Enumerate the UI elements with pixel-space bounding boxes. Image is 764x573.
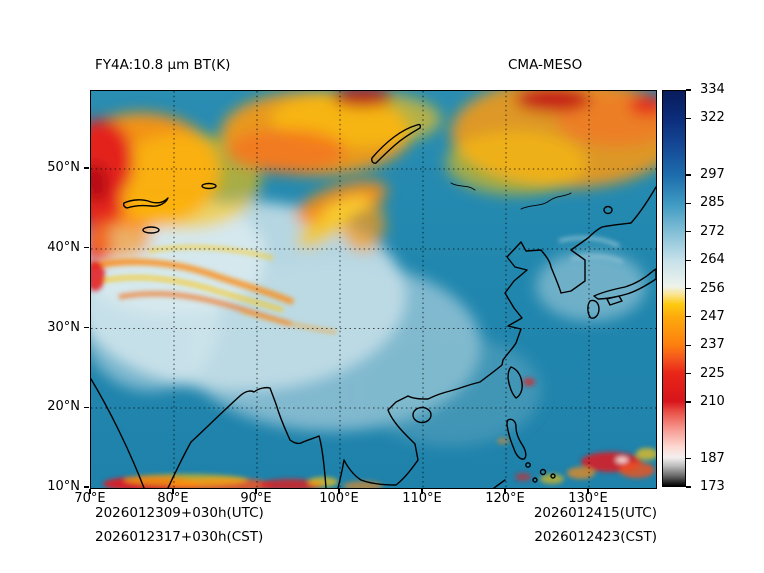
coastlines: [91, 123, 656, 488]
colorbar-tick-mark: [686, 117, 691, 119]
x-tick-mark: [587, 488, 589, 494]
x-tick-label: 80°E: [157, 491, 189, 506]
x-tick-mark: [89, 488, 91, 494]
colorbar-tick-mark: [686, 458, 691, 460]
colorbar-tick-label: 237: [700, 337, 725, 353]
x-tick-mark: [504, 488, 506, 494]
x-tick-label: 100°E: [319, 491, 359, 506]
colorbar-tick-label: 256: [700, 280, 725, 296]
colorbar-tick-mark: [686, 401, 691, 403]
x-tick-mark: [255, 488, 257, 494]
valid-time-utc: 2026012415(UTC): [533, 505, 657, 521]
coast-philippine-islet: [525, 462, 531, 468]
colorbar-tick-label: 285: [700, 195, 725, 211]
y-tick-mark: [84, 327, 89, 329]
colorbar-tick-mark: [686, 486, 691, 488]
y-tick-mark: [84, 247, 89, 249]
y-tick-label: 40°N: [47, 239, 80, 255]
x-axis-tick-labels: 70°E 80°E 90°E 100°E 110°E 120°E 130°E: [74, 491, 657, 507]
y-tick-mark: [84, 486, 89, 488]
x-tick-label: 70°E: [74, 491, 106, 506]
coast-mainland-asia: [91, 186, 656, 488]
model-name: CMA-MESO: [508, 57, 583, 73]
colorbar-tick-mark: [686, 287, 691, 290]
colorbar-tick-label: 225: [700, 365, 725, 381]
map-canvas: [91, 91, 656, 488]
graticule: [91, 91, 656, 488]
coast-palawan: [493, 479, 506, 488]
colorbar: [662, 90, 686, 487]
plot-title: FY4A:10.8 μm BT(K): [95, 57, 231, 73]
y-tick-mark: [84, 406, 89, 408]
colorbar-tick-label: 210: [700, 393, 725, 409]
y-tick-mark: [84, 167, 89, 169]
colorbar-tick-label: 334: [700, 82, 725, 97]
coast-kyushu: [587, 299, 600, 319]
x-tick-mark: [338, 488, 340, 494]
x-tick-mark: [172, 488, 174, 494]
colorbar-tick-label: 264: [700, 252, 725, 268]
lake-zaysan: [201, 182, 217, 190]
init-time-utc: 2026012309+030h(UTC): [95, 505, 264, 521]
y-tick-label: 20°N: [47, 399, 80, 415]
y-tick-label: 10°N: [47, 479, 80, 494]
river-squiggle: [450, 182, 476, 191]
x-tick-label: 130°E: [568, 491, 608, 506]
lake-issyk-kul: [142, 226, 160, 234]
x-tick-label: 90°E: [240, 491, 272, 506]
colorbar-tick-label: 173: [700, 479, 725, 494]
colorbar-gradient: [663, 91, 685, 486]
colorbar-tick-mark: [686, 174, 691, 176]
colorbar-tick-mark: [686, 316, 691, 318]
init-time-cst: 2026012317+030h(CST): [95, 529, 264, 545]
river-amur: [520, 192, 572, 210]
colorbar-tick-label: 187: [700, 450, 725, 466]
y-axis-tick-labels: 50°N 40°N 30°N 20°N 10°N: [38, 90, 84, 494]
coast-philippine-islet: [550, 473, 556, 479]
coast-philippine-islet: [539, 468, 547, 476]
coast-philippine-islet: [532, 477, 538, 483]
colorbar-tick-mark: [686, 344, 691, 346]
coast-luzon: [506, 418, 527, 460]
colorbar-tick-mark: [686, 231, 691, 233]
coast-taiwan-island: [507, 366, 523, 399]
valid-time-cst: 2026012423(CST): [534, 529, 657, 545]
lake-baikal: [371, 123, 422, 164]
colorbar-tick-label: 322: [700, 110, 725, 126]
y-tick-label: 50°N: [47, 160, 80, 175]
map-plot: [90, 90, 657, 489]
colorbar-tick-mark: [686, 259, 691, 261]
colorbar-tick-labels: 334 322 297 285 272 264 256 247 237 225 210 187 173: [693, 82, 753, 494]
colorbar-tick-label: 297: [700, 167, 725, 183]
y-tick-label: 30°N: [47, 319, 80, 335]
colorbar-tick-label: 272: [700, 223, 725, 239]
x-tick-label: 120°E: [485, 491, 525, 506]
colorbar-tick-mark: [686, 202, 691, 204]
lake-khanka: [603, 205, 613, 215]
coast-hainan-island: [412, 406, 432, 424]
lake-balkhash: [122, 197, 169, 209]
colorbar-tick-mark: [686, 89, 691, 91]
x-tick-mark: [421, 488, 423, 494]
colorbar-tick-label: 247: [700, 308, 725, 324]
coast-honshu: [593, 268, 656, 300]
colorbar-tick-mark: [686, 372, 691, 375]
x-tick-label: 110°E: [402, 491, 442, 506]
